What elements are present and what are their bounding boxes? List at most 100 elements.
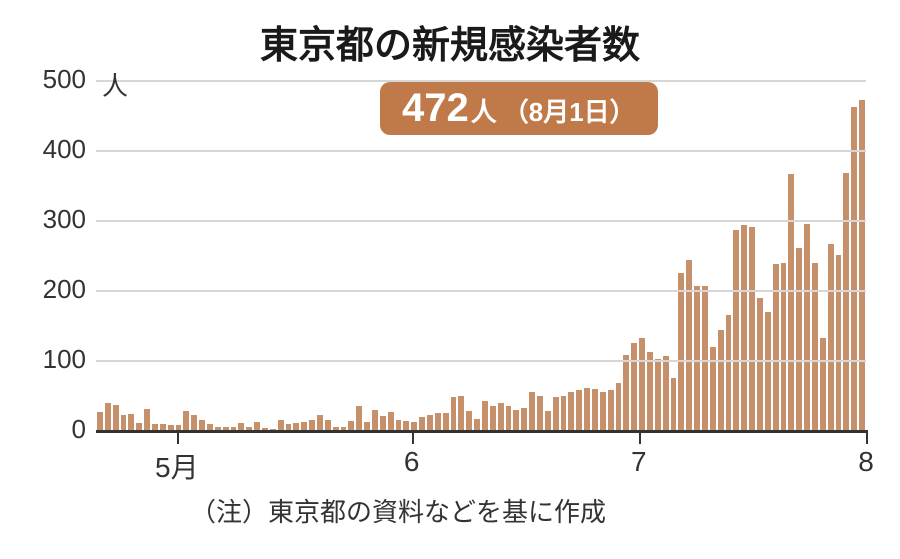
bar bbox=[623, 355, 629, 430]
y-tick-label: 100 bbox=[0, 344, 86, 375]
bar bbox=[474, 419, 480, 430]
bar bbox=[105, 403, 111, 430]
bar bbox=[238, 423, 244, 430]
bar bbox=[325, 420, 331, 430]
chart-title: 東京都の新規感染者数 bbox=[0, 14, 900, 69]
bar bbox=[592, 389, 598, 430]
y-tick-label: 400 bbox=[0, 134, 86, 165]
y-gridline bbox=[96, 150, 866, 152]
bar bbox=[694, 286, 700, 430]
bar bbox=[427, 415, 433, 430]
bar bbox=[364, 422, 370, 430]
bar bbox=[506, 406, 512, 431]
y-tick-label: 300 bbox=[0, 204, 86, 235]
bar bbox=[836, 255, 842, 430]
bars-layer bbox=[96, 80, 866, 430]
bar bbox=[97, 412, 103, 430]
bar bbox=[482, 401, 488, 430]
bar bbox=[529, 392, 535, 431]
bar bbox=[796, 248, 802, 430]
bar bbox=[757, 298, 763, 430]
bar bbox=[773, 264, 779, 430]
bar bbox=[348, 421, 354, 430]
bar bbox=[820, 338, 826, 430]
bar bbox=[498, 403, 504, 430]
bar bbox=[718, 330, 724, 430]
bar bbox=[686, 260, 692, 430]
bar bbox=[419, 417, 425, 430]
bar bbox=[443, 413, 449, 430]
bar bbox=[804, 224, 810, 431]
y-gridline bbox=[96, 290, 866, 292]
bar bbox=[513, 410, 519, 430]
bar bbox=[616, 383, 622, 430]
bar bbox=[356, 406, 362, 430]
bar bbox=[490, 406, 496, 431]
bar bbox=[278, 420, 284, 430]
bar bbox=[788, 174, 794, 430]
bar bbox=[521, 408, 527, 430]
bar bbox=[293, 423, 299, 430]
bar bbox=[631, 343, 637, 430]
x-tick-label: 6 bbox=[404, 446, 420, 478]
bar bbox=[254, 422, 260, 430]
y-axis-unit: 人 bbox=[102, 66, 128, 103]
x-tick-label: 5月 bbox=[155, 446, 199, 486]
bar bbox=[403, 421, 409, 430]
x-tick-mark bbox=[866, 430, 868, 444]
bar bbox=[466, 411, 472, 430]
bar bbox=[741, 225, 747, 430]
bar bbox=[380, 416, 386, 430]
x-tick-mark bbox=[639, 430, 641, 444]
x-tick-mark bbox=[412, 430, 414, 444]
bar bbox=[372, 410, 378, 430]
x-tick-label: 8 bbox=[858, 446, 874, 478]
y-gridline bbox=[96, 80, 866, 82]
bar bbox=[781, 263, 787, 430]
y-baseline bbox=[96, 430, 866, 433]
bar bbox=[608, 390, 614, 430]
bar bbox=[309, 420, 315, 431]
bar bbox=[537, 396, 543, 430]
bar bbox=[702, 286, 708, 430]
bar bbox=[733, 230, 739, 430]
bar bbox=[191, 415, 197, 430]
bar bbox=[765, 312, 771, 430]
bar bbox=[458, 396, 464, 430]
bar bbox=[435, 413, 441, 431]
bar bbox=[647, 352, 653, 430]
bar bbox=[144, 409, 150, 430]
bar bbox=[113, 405, 119, 430]
bar bbox=[301, 422, 307, 430]
x-tick-label: 7 bbox=[631, 446, 647, 478]
bar bbox=[553, 397, 559, 430]
bar bbox=[121, 415, 127, 430]
bar bbox=[600, 392, 606, 430]
bar bbox=[678, 273, 684, 430]
bar bbox=[388, 412, 394, 430]
bar bbox=[199, 420, 205, 430]
bar bbox=[655, 359, 661, 430]
bar bbox=[639, 338, 645, 430]
bar bbox=[545, 411, 551, 430]
bar bbox=[576, 390, 582, 430]
bar bbox=[411, 422, 417, 430]
bar bbox=[183, 411, 189, 430]
y-tick-label: 500 bbox=[0, 64, 86, 95]
bar bbox=[663, 356, 669, 430]
y-gridline bbox=[96, 360, 866, 362]
bar bbox=[843, 173, 849, 430]
bar bbox=[584, 388, 590, 430]
bar bbox=[451, 397, 457, 430]
plot-area bbox=[96, 80, 866, 430]
y-tick-label: 200 bbox=[0, 274, 86, 305]
bar bbox=[812, 263, 818, 430]
bar bbox=[828, 244, 834, 430]
bar bbox=[128, 414, 134, 430]
y-tick-label: 0 bbox=[0, 414, 86, 445]
chart-container: 東京都の新規感染者数 472 人 （8月1日） 人 （注）東京都の資料などを基に… bbox=[0, 0, 900, 559]
bar bbox=[136, 423, 142, 430]
bar bbox=[671, 378, 677, 431]
bar bbox=[317, 415, 323, 430]
y-gridline bbox=[96, 220, 866, 222]
